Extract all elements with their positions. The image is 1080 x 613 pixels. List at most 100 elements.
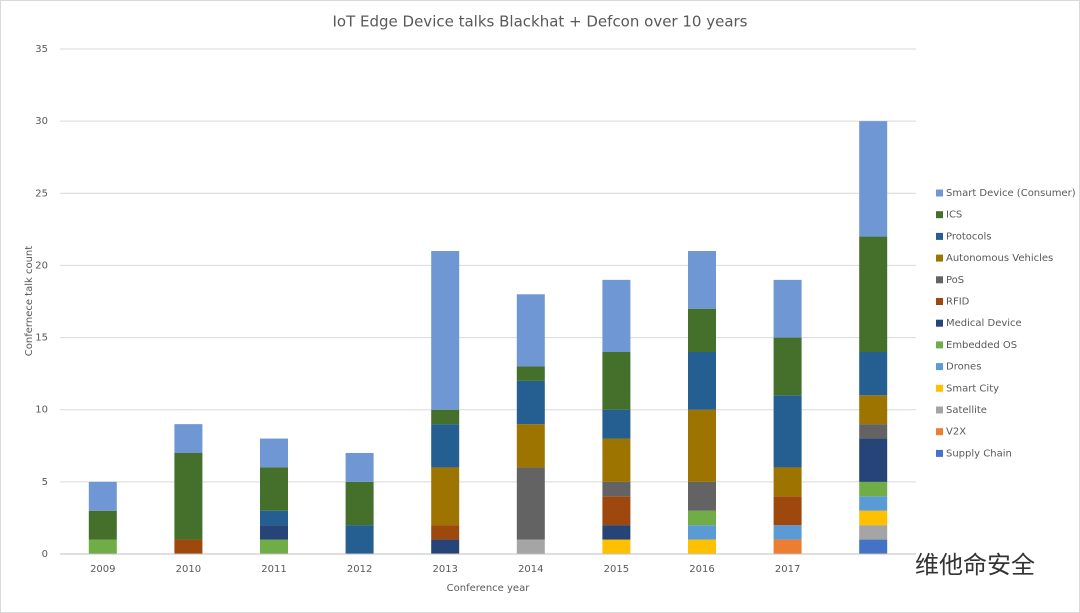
bar-segment	[773, 467, 802, 497]
legend-swatch	[936, 428, 943, 436]
bar-segment	[602, 279, 631, 352]
bar-segment	[345, 525, 374, 554]
x-tick-label: 2010	[176, 564, 201, 575]
watermark: 维他命安全	[915, 551, 1035, 579]
y-tick-label: 30	[35, 116, 48, 127]
bar-segment	[859, 121, 888, 237]
y-tick-label: 5	[42, 477, 48, 488]
bar-segment	[260, 510, 288, 526]
bar-segment	[859, 510, 888, 526]
y-tick-label: 15	[35, 333, 48, 344]
legend-swatch	[936, 211, 943, 219]
y-tick-label: 25	[35, 188, 48, 199]
bar-segment	[688, 481, 716, 511]
bar-segment	[773, 279, 802, 338]
legend-label: Smart Device (Consumer)	[946, 188, 1076, 199]
legend-label: V2X	[946, 427, 966, 438]
legend-swatch	[936, 276, 943, 284]
legend-label: ICS	[946, 210, 962, 221]
legend-label: Embedded OS	[946, 340, 1017, 351]
bar-segment	[859, 539, 888, 554]
bar-segment	[174, 424, 203, 453]
legend-swatch	[936, 254, 943, 262]
bar-segment	[688, 409, 716, 482]
bar-segment	[859, 424, 888, 439]
bar-segment	[602, 481, 631, 497]
x-tick-label: 2011	[261, 564, 286, 575]
x-tick-label: 2012	[347, 564, 372, 575]
bar-segment	[859, 496, 888, 511]
legend-label: Supply Chain	[946, 448, 1012, 459]
bar-segment	[688, 308, 716, 352]
y-tick-label: 35	[35, 44, 48, 55]
bar-segment	[260, 525, 288, 540]
bar-segment	[431, 409, 460, 425]
bar-segment	[688, 539, 716, 554]
legend-swatch	[936, 189, 943, 197]
chart-title: IoT Edge Device talks Blackhat + Defcon …	[332, 13, 747, 31]
bar-segment	[174, 453, 203, 540]
legend-label: Smart City	[946, 383, 999, 394]
bar-segment	[88, 539, 117, 554]
bar-segment	[602, 438, 631, 482]
bar-segment	[602, 409, 631, 439]
bar-segment	[516, 424, 545, 468]
y-axis-title: Confernece talk count	[24, 246, 35, 356]
bar-segment	[88, 481, 117, 511]
bar-segment	[602, 496, 631, 526]
bar-segment	[773, 525, 802, 540]
x-tick-label: 2013	[432, 564, 457, 575]
bar-segment	[516, 380, 545, 425]
bar-segment	[688, 510, 716, 526]
bar-segment	[431, 525, 460, 540]
legend-swatch	[936, 449, 943, 457]
y-tick-label: 20	[35, 260, 48, 271]
bar-segment	[260, 539, 288, 554]
bar-segment	[688, 525, 716, 540]
bar-segment	[602, 539, 631, 554]
bar-segment	[859, 352, 888, 396]
legend-swatch	[936, 341, 943, 349]
x-tick-label: 2015	[604, 564, 629, 575]
bar-segment	[773, 337, 802, 396]
legend-label: Satellite	[946, 405, 987, 416]
bar-segment	[516, 467, 545, 540]
legend-swatch	[936, 319, 943, 327]
bar-segment	[859, 438, 888, 482]
bar-segment	[260, 467, 288, 511]
bar-segment	[260, 438, 288, 468]
y-tick-label: 10	[35, 405, 48, 416]
legend-label: RFID	[946, 297, 970, 308]
bar-segment	[773, 395, 802, 468]
bar-segment	[859, 236, 888, 352]
bar-segment	[88, 510, 117, 540]
bar-segment	[859, 525, 888, 540]
bar-segment	[431, 539, 460, 554]
y-tick-label: 0	[42, 549, 48, 560]
bar-segment	[516, 539, 545, 554]
x-tick-label: 2017	[775, 564, 800, 575]
legend-swatch	[936, 406, 943, 414]
legend-label: PoS	[946, 275, 964, 286]
bar-segment	[516, 366, 545, 381]
x-axis-title: Conference year	[447, 583, 531, 594]
legend-swatch	[936, 298, 943, 305]
bar-segment	[688, 251, 716, 309]
legend-swatch	[936, 384, 943, 392]
legend-label: Medical Device	[946, 318, 1022, 329]
bar-segment	[859, 481, 888, 497]
legend-swatch	[936, 363, 943, 371]
bar-segment	[345, 453, 374, 482]
bar-segment	[602, 525, 631, 540]
bar-segment	[688, 352, 716, 410]
x-tick-label: 2016	[689, 564, 714, 575]
bar-segment	[859, 395, 888, 425]
bar-segment	[773, 539, 802, 554]
bar-segment	[431, 251, 460, 410]
bar-segment	[431, 467, 460, 526]
bar-segment	[345, 481, 374, 526]
legend-label: Autonomous Vehicles	[946, 253, 1053, 264]
bar-segment	[174, 539, 203, 554]
